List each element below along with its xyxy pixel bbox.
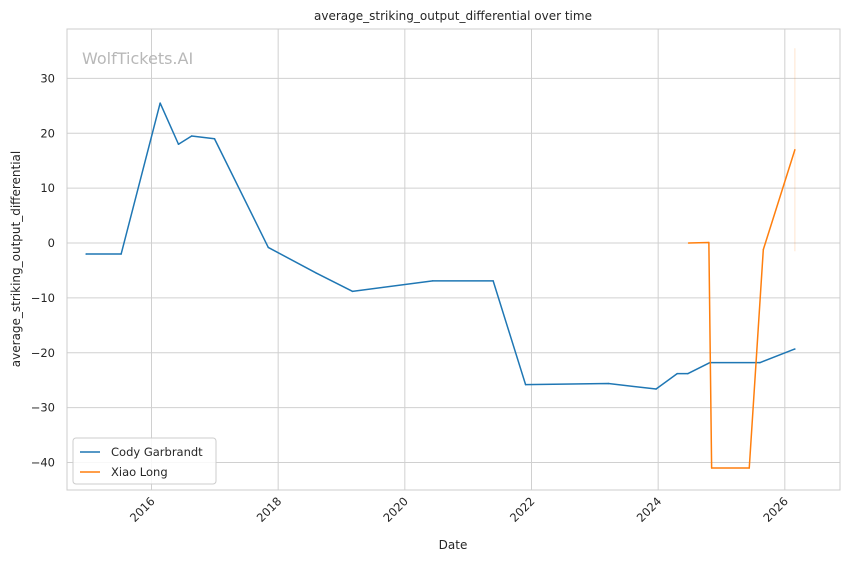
- data-point-cody-garbrandt-2: [159, 102, 161, 104]
- legend-box: [72, 437, 217, 485]
- data-point-xiao-long-2: [710, 467, 713, 469]
- data-point-cody-garbrandt-9: [431, 280, 434, 282]
- data-point-cody-garbrandt-0: [85, 253, 87, 255]
- y-axis-label: average_striking_output_differential: [9, 151, 23, 367]
- data-point-cody-garbrandt-4: [190, 135, 193, 137]
- x-tick-label-2024: 2024: [634, 494, 665, 525]
- watermark: WolfTickets.AI: [82, 49, 193, 68]
- data-point-cody-garbrandt-12: [607, 382, 610, 385]
- data-point-cody-garbrandt-8: [351, 290, 354, 293]
- data-point-cody-garbrandt-3: [177, 143, 180, 145]
- y-tick-label-0: 0: [48, 236, 55, 250]
- data-point-cody-garbrandt-5: [213, 138, 216, 140]
- data-point-xiao-long-1: [708, 241, 710, 244]
- data-point-xiao-long-5: [794, 148, 796, 151]
- legend: Cody Garbrandt Xiao Long: [72, 437, 217, 485]
- data-point-xiao-long-3: [748, 467, 751, 469]
- data-point-cody-garbrandt-7: [315, 272, 318, 274]
- data-point-cody-garbrandt-6: [267, 246, 270, 249]
- y-tick-label-20: 20: [40, 126, 55, 140]
- x-tick-label-2022: 2022: [507, 494, 538, 525]
- y-tick-label--40: −40: [31, 456, 55, 470]
- y-tick-label--10: −10: [31, 291, 55, 305]
- y-tick-label-30: 30: [40, 71, 55, 85]
- y-tick-label-10: 10: [40, 181, 55, 195]
- x-tick-label-2026: 2026: [760, 494, 791, 525]
- legend-label-xiao-long: Xiao Long: [111, 465, 168, 479]
- x-tick-label-2018: 2018: [254, 494, 285, 525]
- y-tick-labels: 30 20 10 0 −10 −20 −30 −40: [31, 71, 55, 469]
- data-point-xiao-long-4: [762, 248, 765, 251]
- data-point-cody-garbrandt-13: [655, 388, 657, 390]
- data-point-cody-garbrandt-18: [794, 348, 796, 350]
- x-tick-label-2016: 2016: [127, 494, 158, 525]
- data-point-xiao-long-0: [687, 242, 690, 244]
- data-point-cody-garbrandt-10: [492, 280, 494, 282]
- series-line-xiao-long: [688, 149, 796, 469]
- data-point-cody-garbrandt-15: [686, 372, 689, 375]
- plot-frame: [66, 28, 841, 491]
- data-point-cody-garbrandt-11: [524, 383, 527, 386]
- data-point-cody-garbrandt-17: [759, 361, 761, 364]
- chart-title: average_striking_output_differential ove…: [314, 9, 592, 23]
- data-point-cody-garbrandt-14: [676, 372, 678, 375]
- legend-label-cody-garbrandt: Cody Garbrandt: [111, 445, 203, 459]
- x-tick-label-2020: 2020: [380, 494, 411, 525]
- grid-layer: [67, 29, 840, 490]
- y-tick-label--20: −20: [31, 346, 55, 360]
- x-axis-label: Date: [439, 538, 468, 552]
- y-tick-label--30: −30: [31, 401, 55, 415]
- data-point-cody-garbrandt-1: [120, 253, 122, 255]
- x-tick-labels: 2016 2018 2020 2022 2024 2026: [127, 494, 791, 525]
- series-layer: [85, 48, 796, 469]
- series-line-cody-garbrandt: [86, 102, 796, 390]
